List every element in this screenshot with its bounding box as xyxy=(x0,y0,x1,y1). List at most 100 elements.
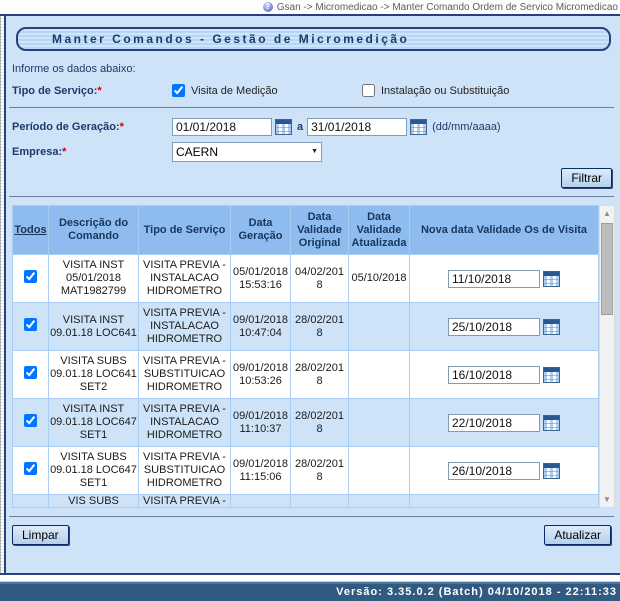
nova-data-input[interactable] xyxy=(448,365,540,384)
cell-select xyxy=(12,350,49,399)
nova-data-input[interactable] xyxy=(448,317,540,336)
calendar-icon[interactable] xyxy=(275,119,292,135)
breadcrumb: Gsan -> Micromedicao -> Manter Comando O… xyxy=(276,1,618,13)
scrollbar-thumb[interactable] xyxy=(601,223,613,315)
nova-data-input[interactable] xyxy=(448,413,540,432)
results-table: Todos Descrição do Comando Tipo de Servi… xyxy=(12,205,599,508)
calendar-icon[interactable] xyxy=(543,270,560,287)
cell xyxy=(409,494,599,508)
header-todos: Todos xyxy=(12,205,49,255)
empresa-select[interactable]: CAERN xyxy=(172,142,322,162)
row-select-checkbox[interactable] xyxy=(24,414,37,427)
table-header-row: Todos Descrição do Comando Tipo de Servi… xyxy=(12,205,599,255)
scroll-up-icon[interactable]: ▲ xyxy=(603,209,611,218)
table-row-partial: VIS SUBS VISITA PREVIA - xyxy=(12,494,599,508)
cell-descricao: VISITA SUBS 09.01.18 LOC641 SET2 xyxy=(48,350,139,399)
visita-medicao-label: Visita de Medição xyxy=(191,84,278,97)
periodo-separator-label: a xyxy=(297,121,304,133)
cell-validade-atualizada: 05/10/2018 xyxy=(348,254,410,303)
periodo-inicio-input[interactable] xyxy=(172,118,272,136)
cell-validade-atualizada xyxy=(348,398,410,447)
header-tipo-servico: Tipo de Serviço xyxy=(138,205,231,255)
empresa-label: Empresa:* xyxy=(12,146,67,158)
nova-data-input[interactable] xyxy=(448,461,540,480)
required-asterisk: * xyxy=(62,146,67,158)
visita-medicao-checkbox[interactable] xyxy=(172,84,185,97)
row-select-checkbox[interactable] xyxy=(24,366,37,379)
atualizar-button[interactable]: Atualizar xyxy=(544,525,611,545)
date-format-hint: (dd/mm/aaaa) xyxy=(432,121,501,133)
page-title: Manter Comandos - Gestão de Micromedição xyxy=(16,27,611,51)
footer-gap xyxy=(0,575,620,582)
cell-validade-atualizada xyxy=(348,446,410,495)
cell-select xyxy=(12,398,49,447)
cell-select xyxy=(12,446,49,495)
cell-descricao: VISITA INST 09.01.18 LOC647 SET1 xyxy=(48,398,139,447)
cell xyxy=(348,494,410,508)
table-row: VISITA INST 05/01/2018 MAT1982799 VISITA … xyxy=(12,254,599,303)
main-window: Manter Comandos - Gestão de Micromedição… xyxy=(0,14,620,575)
periodo-row: Período de Geração:* a (dd/mm/aaaa) xyxy=(12,118,614,136)
header-nova-data: Nova data Validade Os de Visita xyxy=(409,205,599,255)
cell-nova-data xyxy=(409,302,599,351)
option-visita-medicao[interactable]: Visita de Medição xyxy=(172,84,362,97)
tipo-servico-label: Tipo de Serviço:* xyxy=(12,84,102,97)
cell-validade-original: 28/02/2018 xyxy=(290,350,349,399)
header-descricao: Descrição do Comando xyxy=(48,205,139,255)
calendar-icon[interactable] xyxy=(543,462,560,479)
cell xyxy=(290,494,349,508)
cell-descricao: VISITA INST 05/01/2018 MAT1982799 xyxy=(48,254,139,303)
cell-nova-data xyxy=(409,398,599,447)
table-body: VISITA INST 05/01/2018 MAT1982799 VISITA … xyxy=(12,254,599,508)
cell-validade-original: 28/02/2018 xyxy=(290,302,349,351)
cell-nova-data xyxy=(409,350,599,399)
filtrar-row: Filtrar xyxy=(9,168,614,188)
table-row: VISITA INST 09.01.18 LOC641 VISITA PREVIA… xyxy=(12,302,599,351)
table-scrollbar[interactable]: ▲ ▼ xyxy=(599,205,615,508)
table-row: VISITA SUBS 09.01.18 LOC641 SET2 VISITA P… xyxy=(12,350,599,399)
tipo-servico-row: Tipo de Serviço:* Visita de Medição Inst… xyxy=(12,84,614,97)
cell-validade-atualizada xyxy=(348,350,410,399)
calendar-icon[interactable] xyxy=(410,119,428,135)
cell-descricao: VIS SUBS xyxy=(48,494,139,508)
instalacao-substituicao-label: Instalação ou Substituição xyxy=(381,84,510,97)
header-validade-atualizada: Data Validade Atualizada xyxy=(348,205,410,255)
help-icon: ? xyxy=(262,2,273,12)
periodo-fim-input[interactable] xyxy=(307,118,408,136)
calendar-icon[interactable] xyxy=(543,366,560,383)
actions-row: Limpar Atualizar xyxy=(12,525,611,545)
cell-validade-original: 28/02/2018 xyxy=(290,398,349,447)
header-validade-original: Data Validade Original xyxy=(290,205,349,255)
limpar-button[interactable]: Limpar xyxy=(12,525,69,545)
option-instalacao-substituicao[interactable]: Instalação ou Substituição xyxy=(362,84,509,97)
header-data-geracao: Data Geração xyxy=(230,205,291,255)
calendar-icon[interactable] xyxy=(543,318,560,335)
cell-validade-original: 04/02/2018 xyxy=(290,254,349,303)
scroll-down-icon[interactable]: ▼ xyxy=(603,495,611,504)
cell-nova-data xyxy=(409,254,599,303)
cell-tipo-servico: VISITA PREVIA - INSTALACAO HIDROMETRO xyxy=(138,302,231,351)
periodo-label: Período de Geração:* xyxy=(12,121,124,133)
cell-data-geracao: 05/01/2018 15:53:16 xyxy=(230,254,291,303)
cell-nova-data xyxy=(409,446,599,495)
separator xyxy=(9,516,614,517)
cell-validade-original: 28/02/2018 xyxy=(290,446,349,495)
select-all-link[interactable]: Todos xyxy=(14,223,47,236)
filtrar-button[interactable]: Filtrar xyxy=(561,168,612,188)
required-asterisk: * xyxy=(119,121,124,133)
required-asterisk: * xyxy=(97,84,102,97)
row-select-checkbox[interactable] xyxy=(24,318,37,331)
cell-tipo-servico: VISITA PREVIA - SUBSTITUICAO HIDROMETRO xyxy=(138,350,231,399)
calendar-icon[interactable] xyxy=(543,414,560,431)
row-select-checkbox[interactable] xyxy=(24,270,37,283)
intro-text: Informe os dados abaixo: xyxy=(12,63,136,75)
empresa-row: Empresa:* CAERN ▼ xyxy=(12,142,614,162)
version-footer: Versão: 3.35.0.2 (Batch) 04/10/2018 - 22… xyxy=(0,582,620,601)
window-left-edge xyxy=(0,16,6,573)
row-select-checkbox[interactable] xyxy=(24,462,37,475)
table-row: VISITA SUBS 09.01.18 LOC647 SET1 VISITA P… xyxy=(12,446,599,495)
cell xyxy=(230,494,291,508)
instalacao-substituicao-checkbox[interactable] xyxy=(362,84,375,97)
cell-data-geracao: 09/01/2018 10:47:04 xyxy=(230,302,291,351)
nova-data-input[interactable] xyxy=(448,269,540,288)
